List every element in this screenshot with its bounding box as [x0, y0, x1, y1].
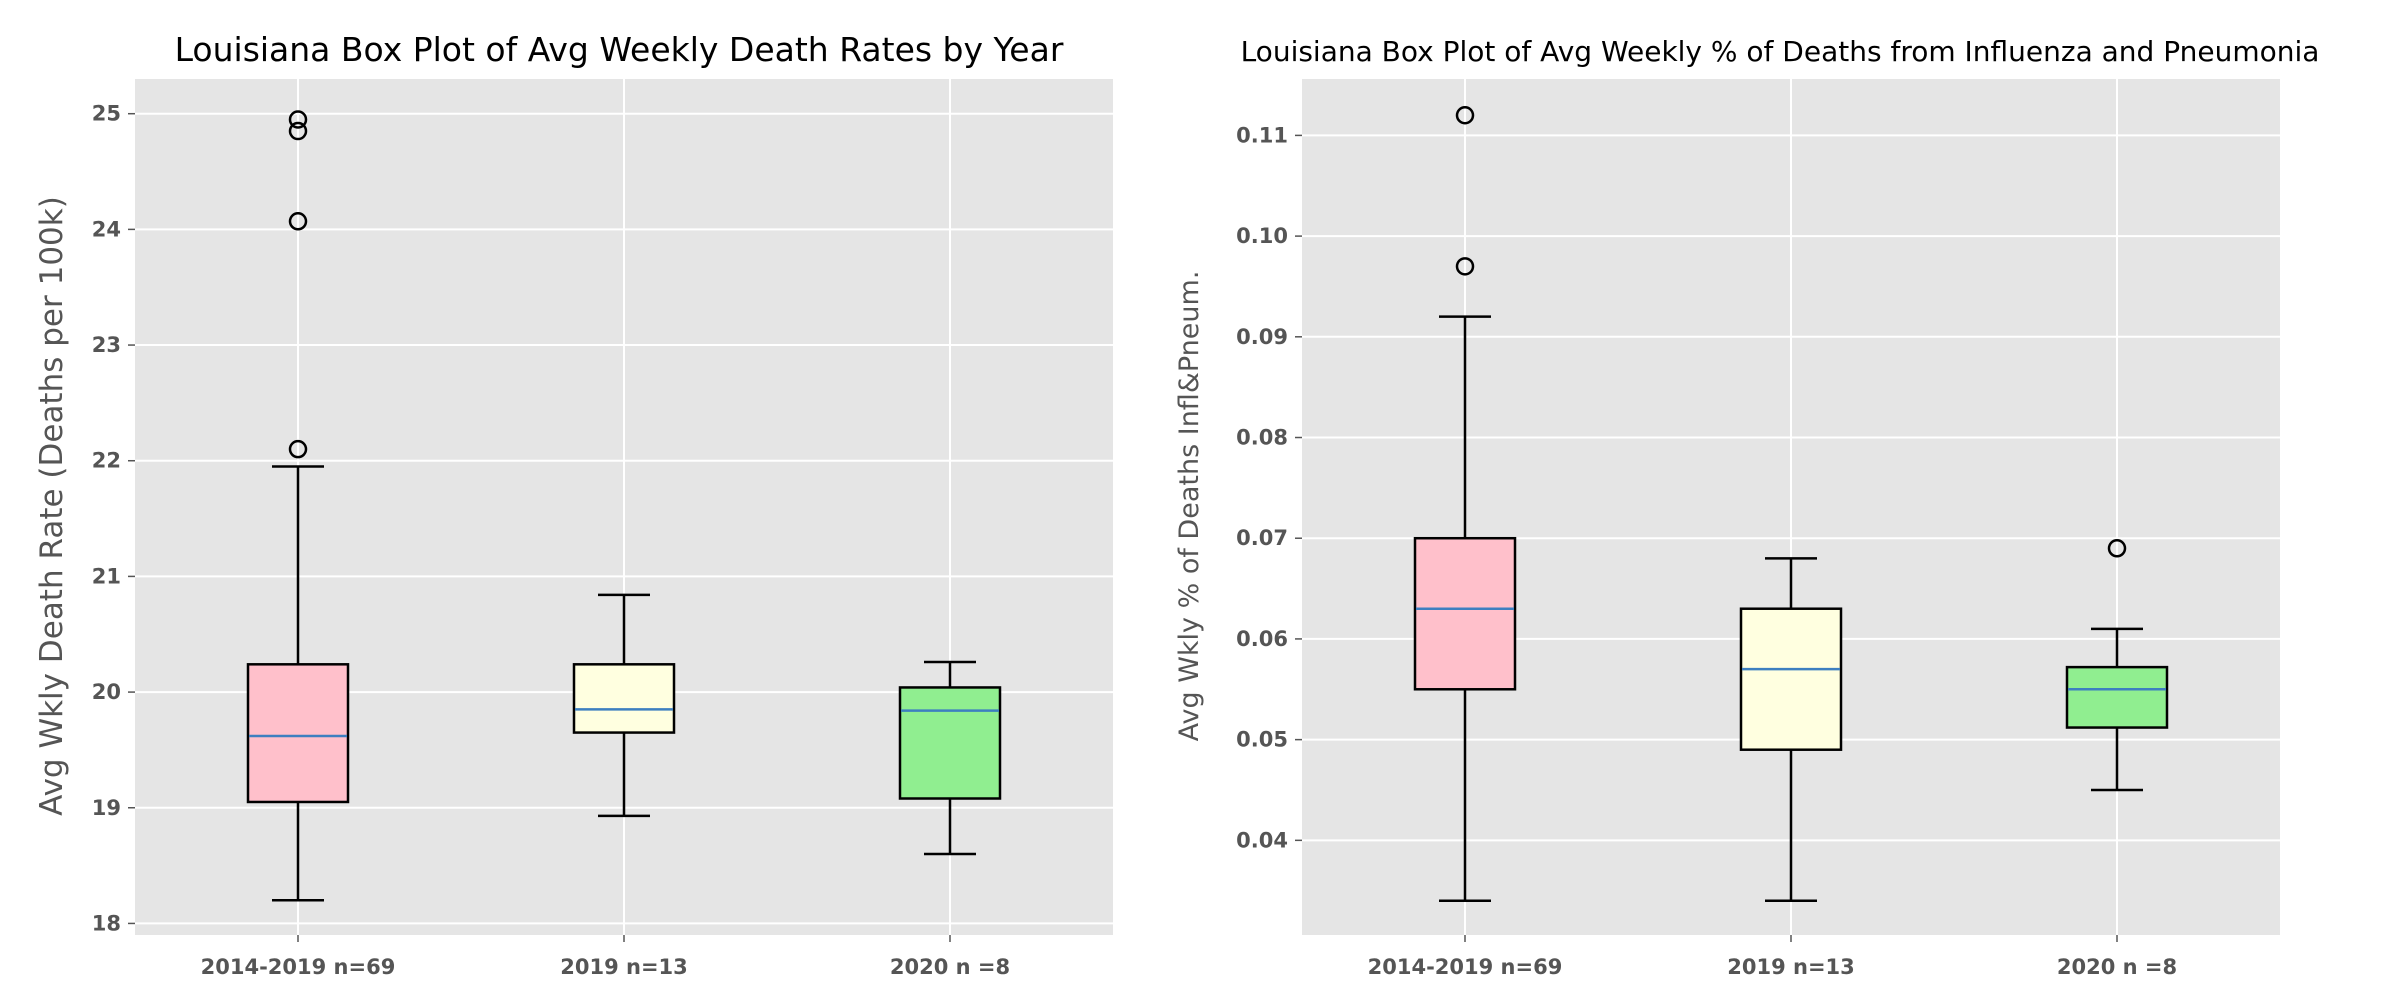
box-2 [898, 660, 1002, 856]
y-tick-label: 24 [92, 217, 121, 241]
y-tick-label: 18 [92, 911, 121, 935]
chart-title: Louisiana Box Plot of Avg Weekly % of De… [1241, 35, 2320, 68]
y-tick-label: 20 [92, 680, 121, 704]
chart-death-rates: Louisiana Box Plot of Avg Weekly Death R… [34, 30, 1113, 979]
box-body [1413, 536, 1517, 691]
outlier-point [288, 212, 308, 231]
y-axis-label: Avg Wkly % of Deaths Infl&Pneum. [1174, 271, 1205, 742]
x-tick-label: 2020 n =8 [890, 955, 1010, 979]
y-tick-label: 0.09 [1236, 325, 1288, 349]
outlier-point [288, 439, 308, 459]
y-tick-label: 19 [92, 796, 121, 820]
box-1 [1739, 557, 1843, 903]
y-tick-label: 0.11 [1236, 123, 1288, 147]
outlier-point [1455, 106, 1475, 125]
box-body [572, 663, 676, 734]
box-body [2065, 665, 2169, 729]
x-tick-label: 2020 n =8 [2057, 955, 2177, 979]
x-tick-label: 2019 n=13 [560, 955, 688, 979]
outlier-point [1455, 257, 1475, 276]
y-tick-label: 23 [92, 333, 121, 357]
y-tick-label: 0.07 [1236, 526, 1288, 550]
box-body [1739, 607, 1843, 751]
y-tick-label: 0.05 [1236, 728, 1288, 752]
box-0 [1413, 106, 1517, 903]
box-body [898, 686, 1002, 800]
x-tick-label: 2019 n=13 [1727, 955, 1855, 979]
x-tick-label: 2014-2019 n=69 [1368, 955, 1563, 979]
x-tick-label: 2014-2019 n=69 [201, 955, 396, 979]
plot-area: 0.04 0.05 0.06 0.07 0.08 0.09 0.10 0.11 2014-201… [1236, 79, 2280, 979]
box-body [246, 663, 350, 804]
box-2 [2065, 539, 2169, 792]
y-tick-label: 0.06 [1236, 627, 1288, 651]
y-tick-label: 25 [92, 102, 121, 126]
outlier-point [2107, 539, 2127, 558]
y-tick-label: 0.08 [1236, 426, 1288, 450]
box-1 [572, 593, 676, 818]
chart-influenza-pneumonia: Louisiana Box Plot of Avg Weekly % of De… [1174, 35, 2319, 979]
y-tick-label: 0.10 [1236, 224, 1288, 248]
y-axis-label: Avg Wkly Death Rate (Deaths per 100k) [34, 196, 70, 816]
outlier-point [288, 121, 308, 141]
y-tick-label: 22 [92, 449, 121, 473]
chart-title: Louisiana Box Plot of Avg Weekly Death R… [175, 30, 1064, 69]
y-tick-label: 0.04 [1236, 828, 1288, 852]
plot-area: 18 19 20 21 22 23 24 25 2014-2019 n=69 2019 n=13 2… [92, 79, 1113, 979]
outlier-point [288, 110, 308, 129]
y-tick-label: 21 [92, 564, 121, 588]
box-0 [246, 110, 350, 902]
